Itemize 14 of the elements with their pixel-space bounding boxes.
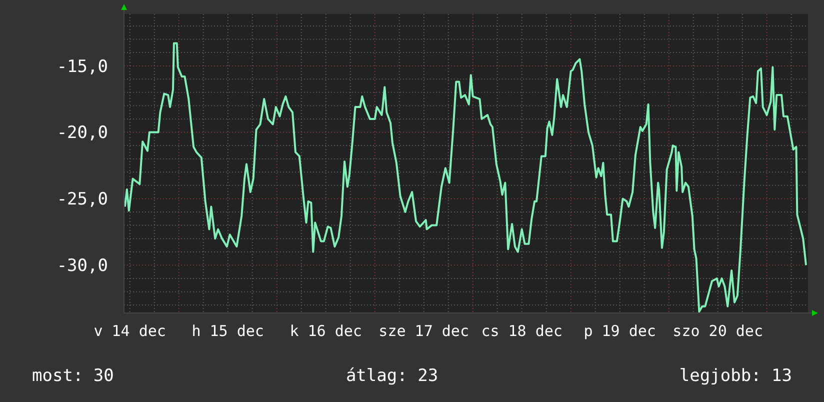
- y-tick-label: -20,0: [56, 123, 108, 144]
- text: most: 30: [32, 366, 114, 386]
- y-tick-label: -15,0: [56, 56, 108, 77]
- x-tick-label: cs 18 dec: [481, 322, 562, 340]
- x-tick-label: k 16 dec: [290, 322, 362, 340]
- x-tick-label: p 19 dec: [584, 322, 656, 340]
- x-tick-label: h 15 dec: [192, 322, 264, 340]
- x-tick-label: szo 20 dec: [672, 322, 763, 340]
- x-tick-label: sze 17 dec: [378, 322, 469, 340]
- y-tick-label: -30,0: [56, 256, 108, 276]
- y-tick-label: -25,0: [56, 190, 108, 210]
- text: átlag: 23: [346, 366, 438, 386]
- text: legjobb: 13: [679, 366, 792, 386]
- x-tick-label: v 14 dec: [94, 322, 166, 340]
